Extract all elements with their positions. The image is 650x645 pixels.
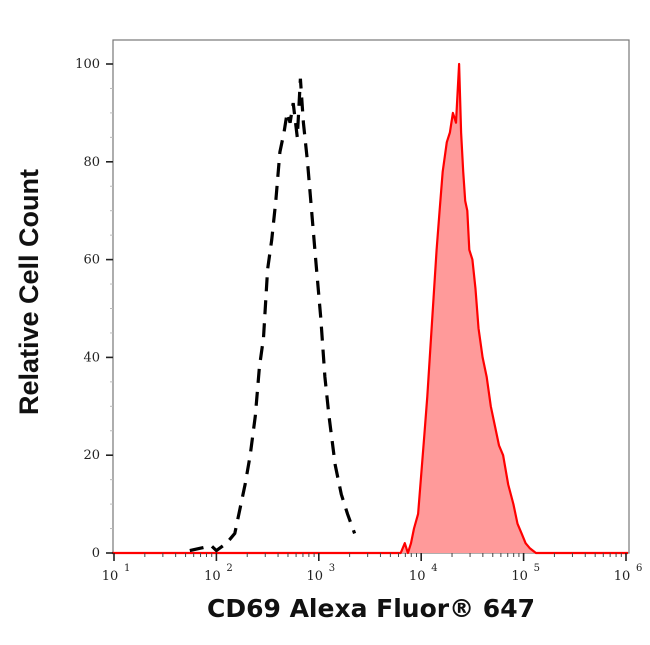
x-axis-label: CD69 Alexa Fluor® 647: [206, 594, 535, 623]
y-tick-label: 20: [83, 448, 100, 463]
x-tick-label: 10: [614, 569, 631, 584]
x-tick-label: 10: [307, 569, 324, 584]
svg-text:5: 5: [534, 563, 540, 574]
x-tick-label: 10: [102, 569, 119, 584]
x-axis: 10 1 10 2 10 3 10 4 10 5 10 6: [102, 553, 642, 584]
cd69-stained-histogram: [112, 62, 628, 555]
svg-text:1: 1: [124, 563, 130, 574]
x-tick-label: 10: [204, 569, 221, 584]
svg-text:4: 4: [431, 563, 437, 574]
y-tick-label: 80: [83, 155, 100, 170]
y-tick-label: 60: [83, 253, 100, 268]
y-axis-label: Relative Cell Count: [14, 168, 44, 416]
svg-text:6: 6: [636, 563, 642, 574]
y-tick-label: 100: [75, 57, 100, 72]
x-tick-label: 10: [511, 569, 528, 584]
svg-text:2: 2: [226, 563, 232, 574]
plot-frame: [112, 39, 630, 554]
control-histogram: [189, 78, 357, 553]
x-tick-label: 10: [409, 569, 426, 584]
y-axis: 0 20 40 60 80 100: [75, 57, 113, 561]
y-tick-label: 0: [92, 546, 100, 561]
svg-text:3: 3: [329, 563, 335, 574]
y-tick-label: 40: [83, 350, 100, 365]
